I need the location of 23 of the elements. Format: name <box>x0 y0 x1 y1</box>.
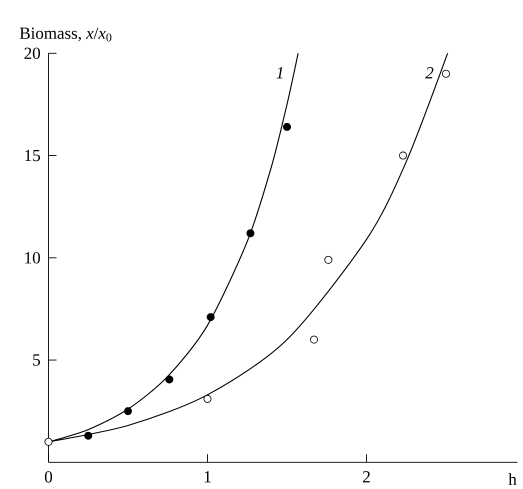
point <box>204 394 212 403</box>
y-axis-title: Biomass, x/x$_{0}$ <box>20 28 112 42</box>
series-label: 1 <box>276 67 282 78</box>
x-tick-label: 0 <box>44 471 52 483</box>
point <box>124 407 132 416</box>
y-tick-label: 5 <box>33 354 40 366</box>
x-axis-title: h <box>508 473 517 485</box>
point <box>324 256 332 264</box>
point <box>206 313 215 322</box>
point <box>283 122 291 131</box>
point <box>44 438 52 446</box>
y-tick-label: 10 <box>25 252 40 264</box>
y-tick-label: 20 <box>24 48 40 60</box>
x-tick-label: 2 <box>363 471 370 482</box>
point <box>310 336 318 344</box>
point <box>399 152 408 160</box>
y-tick-label: 15 <box>25 150 40 162</box>
point <box>84 432 92 440</box>
point <box>442 70 450 78</box>
point <box>165 375 174 384</box>
series-label: 2 <box>425 67 434 78</box>
point <box>246 229 254 238</box>
x-tick-label: 1 <box>204 471 211 482</box>
